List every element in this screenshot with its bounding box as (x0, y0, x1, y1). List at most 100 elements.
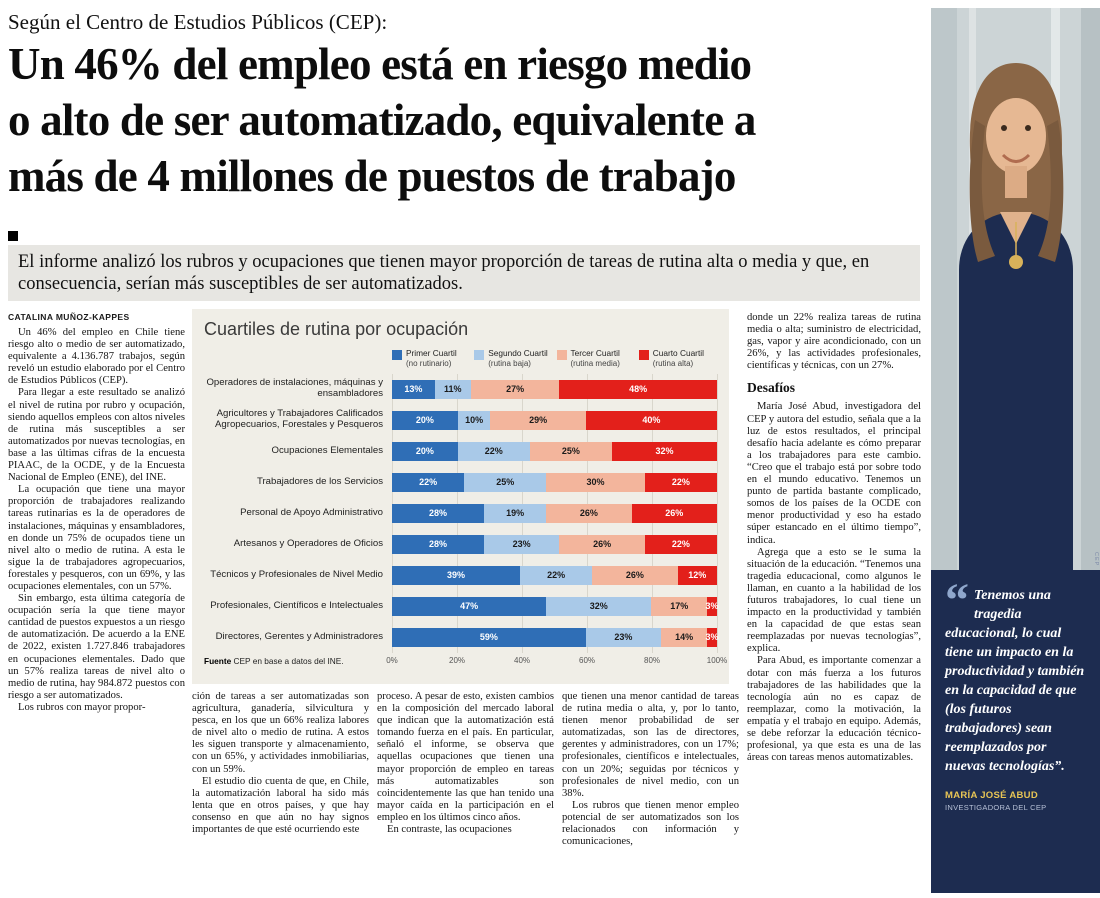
bar-segment-value: 23% (614, 632, 633, 642)
bar-segment-value: 10% (465, 415, 484, 425)
article-paragraph: Para Abud, es importante comenzar a dota… (747, 655, 921, 764)
x-axis-tick: 80% (643, 655, 661, 665)
article-paragraph: Para llegar a este resultado se analizó … (8, 387, 185, 484)
article-paragraph: El estudio dio cuenta de que, en Chile, … (192, 775, 369, 836)
bar-segment-value: 22% (419, 477, 438, 487)
bar-segment: 28% (392, 534, 484, 554)
bar-segment: 47% (392, 596, 547, 616)
legend-series-name: Tercer Cuartil (570, 348, 620, 358)
article-column-3: proceso. A pesar de esto, existen cambio… (377, 691, 554, 893)
article-column-4: que tienen una menor cantidad de tareas … (562, 691, 739, 893)
legend-swatch-icon (392, 350, 402, 360)
category-label: Trabajadores de los Servicios (256, 475, 383, 487)
bar-segment: 22% (644, 534, 717, 554)
bar-segment-value: 22% (547, 570, 566, 580)
stacked-bar: 20% 22% 25% 32% (392, 441, 717, 461)
legend-series-subtitle: (rutina baja) (488, 358, 531, 368)
article-column-2: ción de tareas a ser automatizadas son a… (192, 691, 369, 893)
x-axis-tick: 100% (706, 655, 728, 665)
bar-segment: 12% (677, 565, 717, 585)
bar-segment: 59% (392, 627, 586, 647)
bar-segment: 3% (706, 596, 719, 616)
x-axis-tick: 0% (386, 655, 398, 665)
chart-row: Técnicos y Profesionales de Nivel Medio 3… (204, 560, 717, 591)
bar-segment: 27% (470, 379, 560, 399)
stacked-bar: 47% 32% 17% 3% (392, 596, 719, 616)
stacked-bar: 39% 22% 26% 12% (392, 565, 717, 585)
legend-item: Cuarto Cuartil (rutina alta) (638, 348, 717, 368)
bar-segment: 22% (520, 565, 593, 585)
category-label: Directores, Gerentes y Administradores (215, 630, 383, 642)
headline-line-3: más de 4 millones de puestos de trabajo (8, 151, 736, 201)
bar-segment-value: 27% (506, 384, 525, 394)
bar-segment-value: 20% (415, 415, 434, 425)
bar-segment: 40% (585, 410, 717, 430)
bar-segment-value: 48% (629, 384, 648, 394)
headline: Un 46% del empleo está en riesgo medio o… (8, 36, 926, 204)
section-marker-square (8, 231, 18, 241)
bar-segment: 25% (464, 472, 547, 492)
bar-segment: 26% (559, 534, 645, 554)
category-label: Operadores de instalaciones, máquinas y … (206, 377, 383, 399)
legend-label: Tercer Cuartil (rutina media) (570, 348, 620, 367)
kicker: Según el Centro de Estudios Públicos (CE… (8, 10, 388, 34)
article-column-1: Un 46% del empleo en Chile tiene riesgo … (8, 327, 185, 893)
chart-row: Artesanos y Operadores de Oficios 28% 23% 2… (204, 529, 717, 560)
bar-segment: 22% (392, 472, 465, 492)
bar-segment: 20% (392, 410, 458, 430)
photo-credit: CEP (1093, 551, 1099, 566)
article-column-5: donde un 22% realiza tareas de rutina me… (747, 312, 921, 893)
article-paragraph: ción de tareas a ser automatizadas son a… (192, 691, 369, 775)
bar-segment: 32% (546, 596, 652, 616)
legend-item: Segundo Cuartil (rutina baja) (474, 348, 552, 368)
headline-line-1: Un 46% del empleo está en riesgo medio (8, 39, 752, 89)
bar-segment-value: 22% (671, 477, 690, 487)
chart-title: Cuartiles de rutina por ocupación (204, 319, 469, 339)
bar-segment: 22% (457, 441, 530, 461)
bar-segment: 3% (706, 627, 719, 647)
article-paragraph: María José Abud, investigadora del CEP y… (747, 401, 921, 546)
category-label: Profesionales, Científicos e Intelectual… (210, 599, 383, 611)
sidebar: CEP “ Tenemos una tragedia educacional, … (931, 8, 1100, 893)
article-paragraph: Un 46% del empleo en Chile tiene riesgo … (8, 327, 185, 387)
bar-segment-value: 26% (593, 539, 612, 549)
bar-segment-value: 11% (443, 384, 462, 394)
byline: CATALINA MUÑOZ-KAPPES (8, 312, 130, 322)
article-paragraph: donde un 22% realiza tareas de rutina me… (747, 312, 921, 372)
routine-quartiles-chart: Cuartiles de rutina por ocupación Primer… (192, 309, 729, 684)
bar-segment: 22% (644, 472, 717, 492)
article-paragraph: Sin embargo, esta última categoría de oc… (8, 593, 185, 701)
chart-plot-area: Operadores de instalaciones, máquinas y … (204, 373, 727, 670)
category-label: Técnicos y Profesionales de Nivel Medio (210, 568, 383, 580)
section-heading-desafios: Desafíos (747, 380, 795, 396)
article-column-5-bottom: María José Abud, investigadora del CEP y… (747, 401, 921, 764)
bar-segment-value: 39% (447, 570, 466, 580)
bar-segment-value: 25% (561, 446, 580, 456)
article-paragraph: La ocupación que tiene una mayor proporc… (8, 484, 185, 592)
legend-swatch-icon (556, 350, 567, 360)
stacked-bar: 59% 23% 14% 3% (392, 627, 719, 647)
chart-row: Profesionales, Científicos e Intelectual… (204, 591, 719, 622)
bar-segment-value: 47% (460, 601, 479, 611)
chart-source-label: Fuente (204, 655, 232, 666)
headline-line-2: o alto de ser automatizado, equivalente … (8, 95, 756, 145)
portrait-illustration (931, 8, 1100, 570)
bar-segment: 25% (529, 441, 612, 461)
legend-series-name: Primer Cuartil (406, 348, 457, 358)
article-paragraph: En contraste, las ocupaciones (387, 824, 512, 836)
pull-quote-role: INVESTIGADORA DEL CEP (945, 803, 1047, 812)
bar-segment: 23% (483, 534, 560, 554)
bar-segment-value: 59% (479, 632, 498, 642)
bar-segment-value: 22% (484, 446, 503, 456)
quote-mark-icon: “ (945, 574, 969, 627)
bar-segment: 11% (434, 379, 471, 399)
bar-segment: 28% (392, 503, 484, 523)
bar-segment: 26% (592, 565, 678, 585)
legend-series-name: Cuarto Cuartil (652, 348, 704, 358)
chart-row: Personal de Apoyo Administrativo 28% 19% 26… (204, 498, 717, 529)
bar-segment-value: 23% (512, 539, 531, 549)
bar-segment-value: 22% (671, 539, 690, 549)
bar-segment-value: 26% (579, 508, 598, 518)
bar-segment-value: 13% (404, 384, 423, 394)
bar-segment-value: 28% (428, 508, 447, 518)
